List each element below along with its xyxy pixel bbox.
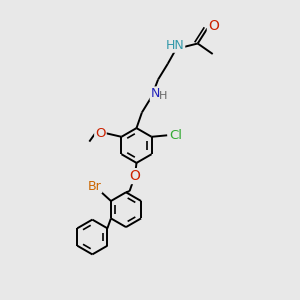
Text: HN: HN	[166, 39, 184, 52]
Text: Cl: Cl	[170, 129, 183, 142]
Text: O: O	[130, 169, 140, 183]
Text: Br: Br	[88, 179, 101, 193]
Text: O: O	[95, 127, 106, 140]
Text: H: H	[159, 91, 167, 101]
Text: N: N	[151, 87, 160, 101]
Text: O: O	[208, 19, 219, 33]
